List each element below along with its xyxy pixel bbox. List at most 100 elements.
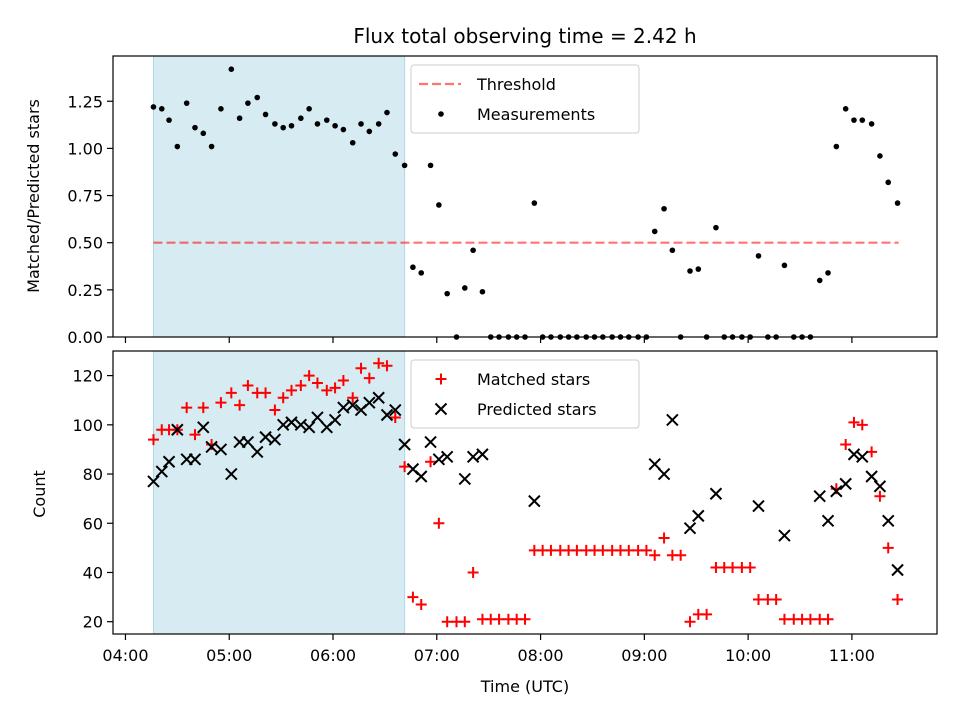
data-point	[321, 384, 333, 396]
data-point	[197, 421, 210, 434]
data-point	[225, 467, 238, 481]
data-point	[882, 514, 895, 528]
data-point	[778, 613, 790, 625]
data-point	[285, 416, 298, 429]
data-point	[269, 404, 281, 416]
y-tick-label: 0.00	[67, 328, 103, 347]
data-point	[848, 416, 860, 428]
y-tick-label: 1.25	[67, 92, 103, 111]
data-point	[285, 384, 297, 396]
data-point	[241, 435, 255, 449]
data-point	[280, 124, 286, 131]
data-point	[813, 489, 826, 503]
bottom-plot-panel: 20 40 60 80 100 120 04:00 05:00 06:00 07:00 08:00 0…	[72, 350, 938, 665]
y-tick-label: 0.50	[67, 234, 103, 253]
data-point	[392, 151, 399, 157]
data-point	[398, 438, 411, 451]
data-point	[851, 117, 857, 123]
data-point	[425, 456, 437, 468]
data-point	[162, 455, 176, 468]
data-point	[744, 562, 756, 574]
data-point	[188, 453, 202, 466]
data-point	[214, 443, 228, 456]
data-point	[752, 499, 765, 513]
x-tick-label: 06:00	[310, 646, 356, 665]
data-point	[839, 477, 852, 491]
data-point	[314, 121, 321, 127]
data-point	[892, 594, 904, 606]
data-point	[260, 387, 272, 399]
data-point	[649, 549, 661, 561]
data-point	[778, 529, 791, 542]
top-axes-frame	[112, 55, 938, 338]
data-point	[262, 111, 269, 118]
data-point	[158, 106, 165, 112]
data-point	[894, 200, 901, 206]
data-point	[666, 413, 679, 427]
legend-x-swatch	[434, 402, 448, 416]
data-point	[877, 153, 883, 159]
y-tick-label: 0.25	[67, 281, 103, 300]
data-point	[661, 205, 667, 212]
chart-title: Flux total observing time = 2.42 h	[353, 24, 696, 48]
data-point	[337, 375, 349, 387]
data-point	[873, 480, 887, 493]
data-point	[830, 485, 843, 498]
data-point	[205, 440, 218, 454]
legend-label: Threshold	[476, 75, 556, 94]
data-point	[381, 360, 393, 372]
data-point	[781, 262, 788, 269]
data-point	[306, 106, 312, 112]
data-point	[373, 357, 385, 369]
data-point	[302, 421, 316, 434]
data-point	[200, 130, 207, 137]
y-tick-label: 60	[83, 514, 103, 533]
data-point	[891, 563, 904, 577]
data-point	[640, 544, 652, 556]
data-point	[366, 128, 373, 135]
data-point	[155, 465, 168, 478]
data-point	[440, 450, 454, 464]
legend-label: Matched stars	[477, 370, 590, 389]
data-point	[415, 470, 428, 483]
data-point	[840, 439, 852, 451]
data-point	[701, 608, 713, 620]
data-point	[363, 372, 375, 384]
y-tick-label: 120	[72, 367, 103, 386]
legend-box	[410, 64, 640, 134]
x-tick-label: 04:00	[102, 646, 148, 665]
data-point	[459, 616, 471, 628]
data-point	[337, 401, 350, 414]
top-highlight-span	[152, 55, 406, 338]
data-point	[833, 143, 840, 150]
data-point	[415, 598, 427, 610]
data-point	[323, 117, 330, 123]
data-point	[885, 179, 892, 186]
data-point	[358, 121, 364, 127]
data-point	[874, 490, 886, 502]
data-point	[380, 408, 394, 422]
data-point	[183, 100, 190, 106]
data-point	[476, 448, 489, 461]
bottom-y-axis-label: Count	[30, 470, 49, 518]
data-point	[467, 566, 479, 578]
data-point	[695, 266, 702, 272]
data-point	[295, 379, 307, 391]
data-point	[251, 445, 264, 459]
data-point	[372, 391, 385, 404]
data-point	[384, 109, 390, 116]
y-tick-label: 40	[83, 563, 103, 582]
data-point	[389, 411, 401, 423]
data-point	[328, 413, 342, 427]
data-point	[349, 139, 356, 146]
data-point	[675, 549, 687, 561]
data-point	[804, 613, 816, 625]
data-point	[753, 594, 765, 606]
data-point	[432, 453, 446, 466]
data-point	[225, 387, 237, 399]
data-point	[407, 591, 419, 603]
bottom-highlight-span	[152, 350, 406, 635]
data-point	[171, 423, 184, 436]
data-point	[859, 117, 866, 123]
